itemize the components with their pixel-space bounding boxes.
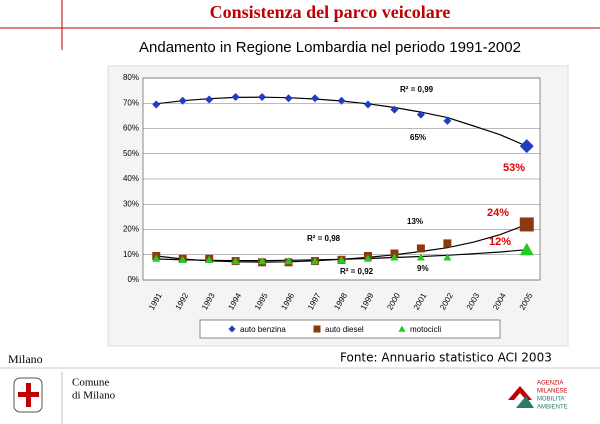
data-point xyxy=(443,239,452,248)
data-point xyxy=(152,100,161,109)
annotation: R² = 0,92 xyxy=(340,267,374,276)
data-point xyxy=(231,257,240,265)
legend-label: auto benzina xyxy=(240,325,286,334)
legend-marker xyxy=(313,325,321,333)
data-point xyxy=(337,255,346,263)
comune-label: di Milano xyxy=(72,390,116,402)
data-point xyxy=(311,257,320,265)
agency-label: MOBILITA' xyxy=(537,397,566,403)
annotation: R² = 0,99 xyxy=(400,85,434,94)
city-logo xyxy=(13,377,43,413)
data-point xyxy=(416,244,425,253)
legend-box xyxy=(199,319,501,339)
data-point xyxy=(363,100,372,109)
y-tick-label: 10% xyxy=(123,250,139,259)
y-tick-label: 60% xyxy=(123,124,139,133)
annotation: 13% xyxy=(407,217,423,226)
data-point xyxy=(337,96,346,105)
annotation: R² = 0,98 xyxy=(307,234,341,243)
data-point xyxy=(519,242,534,256)
legend-label: motocicli xyxy=(410,325,441,334)
slide-title: Consistenza del parco veicolare xyxy=(210,2,451,22)
data-point xyxy=(390,105,399,114)
annotation: 12% xyxy=(489,236,511,248)
annotation: 9% xyxy=(417,264,429,273)
city-name: Milano xyxy=(8,352,43,366)
annotation: 65% xyxy=(410,133,426,142)
data-point xyxy=(152,254,161,262)
y-tick-label: 70% xyxy=(123,98,139,107)
agency-logo xyxy=(508,386,534,408)
data-point xyxy=(416,253,425,261)
y-tick-label: 20% xyxy=(123,225,139,234)
agency-label: AGENZIA xyxy=(537,381,563,387)
data-point xyxy=(284,257,293,265)
legend-marker xyxy=(228,325,236,333)
data-point xyxy=(416,110,425,119)
data-point xyxy=(231,92,240,101)
annotation: 24% xyxy=(487,207,509,219)
slide-subtitle: Andamento in Regione Lombardia nel perio… xyxy=(139,39,521,56)
data-point xyxy=(363,254,372,262)
data-point xyxy=(519,217,534,232)
y-tick-label: 0% xyxy=(127,275,139,284)
data-point xyxy=(205,95,214,104)
data-point xyxy=(311,94,320,103)
data-point xyxy=(205,255,214,263)
y-tick-label: 40% xyxy=(123,174,139,183)
source-note: Fonte: Annuario statistico ACI 2003 xyxy=(340,351,552,365)
data-point xyxy=(519,139,534,154)
y-tick-label: 30% xyxy=(123,199,139,208)
data-point xyxy=(178,255,187,263)
agency-label: AMBIENTE xyxy=(537,405,568,411)
data-point xyxy=(390,253,399,261)
data-point xyxy=(443,116,452,125)
data-point xyxy=(284,94,293,103)
data-point xyxy=(178,96,187,105)
data-point xyxy=(258,92,267,101)
y-tick-label: 80% xyxy=(123,73,139,82)
y-tick-label: 50% xyxy=(123,149,139,158)
annotation: 53% xyxy=(503,162,525,174)
legend-label: auto diesel xyxy=(325,325,364,334)
comune-label: Comune xyxy=(72,377,109,389)
legend-marker xyxy=(398,325,406,332)
data-point xyxy=(443,253,452,261)
agency-label: MILANESE xyxy=(537,389,567,395)
data-point xyxy=(258,257,267,265)
